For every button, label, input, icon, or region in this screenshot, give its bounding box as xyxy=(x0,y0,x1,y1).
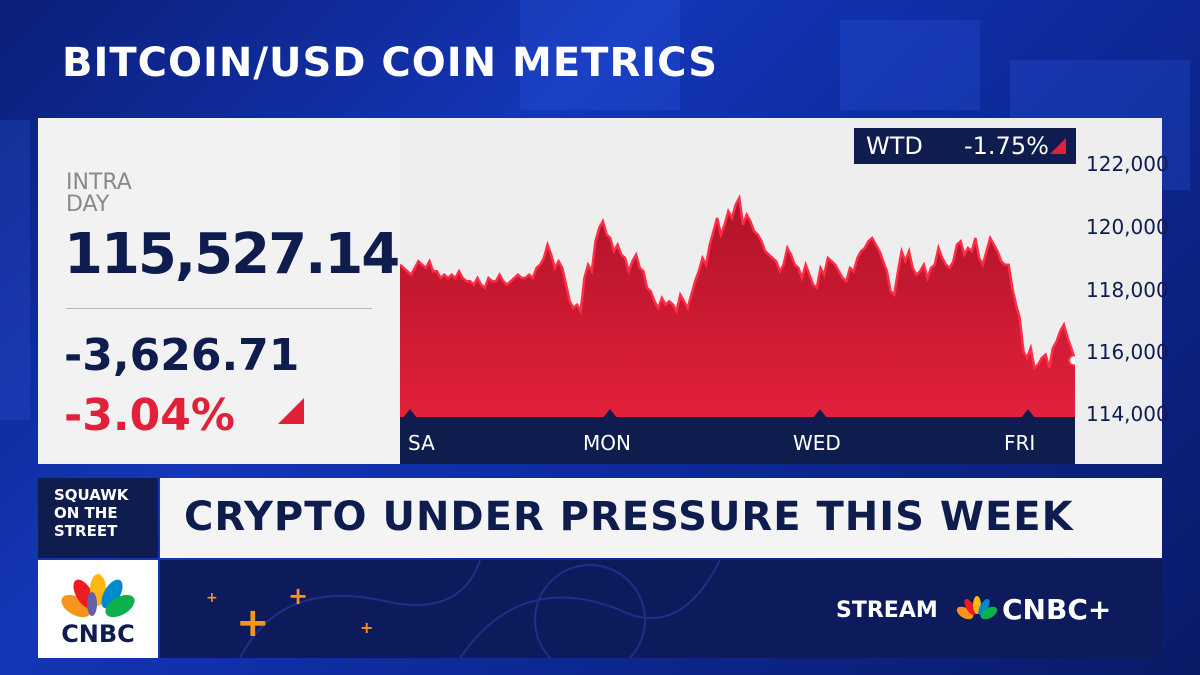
background-block xyxy=(0,120,30,420)
stream-label: STREAM xyxy=(836,598,938,623)
x-axis: SA MON WED FRI xyxy=(400,417,1075,464)
lower-third-headline: CRYPTO UNDER PRESSURE THIS WEEK xyxy=(184,494,1074,540)
decorative-lines xyxy=(239,560,721,658)
wtd-value: -1.75% xyxy=(964,132,1049,160)
intraday-label-line1: INTRA xyxy=(66,170,132,195)
x-tick-marker xyxy=(603,409,617,418)
price-change: -3,626.71 xyxy=(64,330,300,381)
sparkle-icon: + xyxy=(360,618,374,637)
price-line xyxy=(400,194,1075,371)
peacock-icon xyxy=(61,574,135,618)
chart-panel: WTD -1.75% SA MON WED FRI 122,000 120,00… xyxy=(400,118,1169,464)
price-value: 115,527.14 xyxy=(64,222,400,287)
last-price-marker xyxy=(1068,354,1075,367)
wtd-badge: WTD -1.75% xyxy=(854,128,1076,164)
x-tick-label: MON xyxy=(583,431,631,455)
bottom-bar: + + + + STREAM CNBC+ xyxy=(160,560,1162,658)
wtd-label: WTD xyxy=(866,132,923,160)
cnbc-logo: CNBC xyxy=(38,560,158,658)
y-tick-label: 114,000 xyxy=(1086,402,1169,426)
x-tick-label: SA xyxy=(408,431,435,455)
headline-title: BITCOIN/USD COIN METRICS xyxy=(62,40,719,86)
intraday-label: INTRA DAY xyxy=(66,172,132,216)
show-name-line2: ON THE xyxy=(54,504,118,522)
price-area xyxy=(400,198,1075,418)
percent-change: -3.04% xyxy=(64,390,235,441)
divider xyxy=(66,308,372,309)
sparkle-icon: + xyxy=(236,600,270,646)
show-name-line1: SQUAWK xyxy=(54,486,129,504)
y-tick-label: 118,000 xyxy=(1086,278,1169,302)
cnbc-plus-logo: CNBC+ xyxy=(1002,593,1112,626)
x-tick-label: FRI xyxy=(1004,431,1036,455)
down-arrow-icon xyxy=(278,398,304,424)
x-tick-marker xyxy=(813,409,827,418)
x-tick-marker xyxy=(403,409,417,418)
logo-text: CNBC xyxy=(61,620,135,648)
y-tick-label: 116,000 xyxy=(1086,340,1169,364)
sparkle-icon: + xyxy=(288,582,309,610)
price-chart xyxy=(400,194,1075,418)
background-block xyxy=(520,0,680,110)
show-name: SQUAWK ON THE STREET xyxy=(38,478,158,558)
y-tick-label: 120,000 xyxy=(1086,215,1169,239)
sparkle-icon: + xyxy=(206,590,218,606)
background-block xyxy=(840,20,980,110)
y-tick-label: 122,000 xyxy=(1086,152,1169,176)
x-tick-marker xyxy=(1021,409,1035,418)
down-arrow-icon xyxy=(1050,138,1066,154)
quote-panel: INTRA DAY 115,527.14 -3,626.71 -3.04% xyxy=(38,118,400,464)
peacock-icon xyxy=(956,596,998,620)
lower-third: CRYPTO UNDER PRESSURE THIS WEEK xyxy=(160,478,1162,558)
x-tick-label: WED xyxy=(793,431,841,455)
intraday-label-line2: DAY xyxy=(66,192,110,217)
show-name-line3: STREET xyxy=(54,522,118,540)
